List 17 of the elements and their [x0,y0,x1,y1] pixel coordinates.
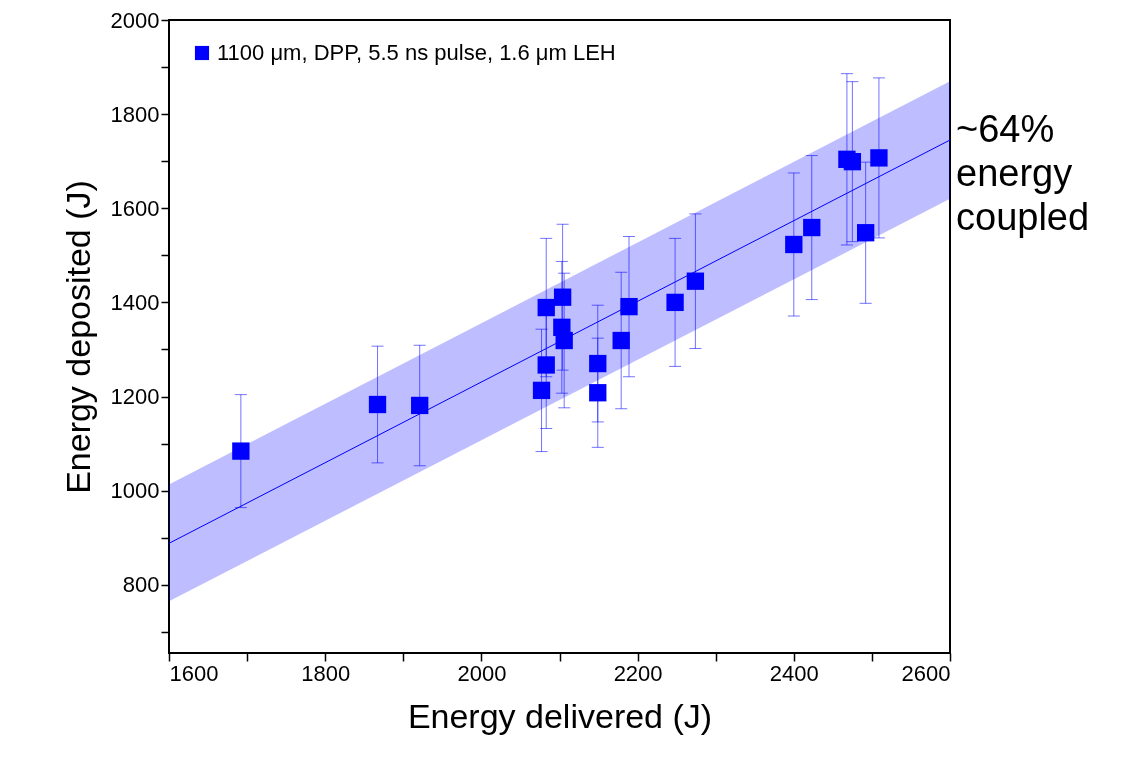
y-tick-label: 1600 [110,195,160,221]
y-tick-label: 1800 [110,101,160,127]
x-axis-title: Energy delivered (J) [407,696,713,735]
x-tick-label: 2200 [613,660,663,686]
y-tick-label: 1000 [110,478,160,504]
x-tick-label: 2400 [769,660,819,686]
x-tick-label: 1800 [301,660,351,686]
x-tick-label: 1600 [169,660,219,686]
text: ~64% energy coupled [956,108,1090,238]
y-axis-title: Energy deposited (J) [58,180,97,494]
x-tick-label: 2600 [901,660,951,686]
y-tick-label: 1200 [110,384,160,410]
y-tick-label: 800 [122,572,160,598]
y-tick-label: 2000 [110,7,160,33]
y-tick-label: 1400 [110,289,160,315]
x-tick-label: 2000 [457,660,507,686]
legend-label: 1100 μm, DPP, 5.5 ns pulse, 1.6 μm LEH [217,40,616,65]
